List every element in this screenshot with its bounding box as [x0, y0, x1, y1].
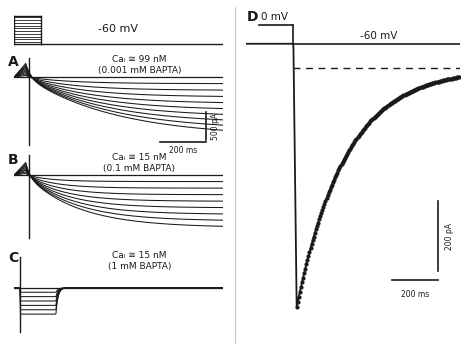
Text: -60 mV: -60 mV: [360, 31, 397, 41]
Text: A: A: [8, 55, 18, 69]
Text: Caᵢ ≅ 99 nM
(0.001 mM BAPTA): Caᵢ ≅ 99 nM (0.001 mM BAPTA): [98, 55, 181, 75]
Text: Caᵢ ≅ 15 nM
(1 mM BAPTA): Caᵢ ≅ 15 nM (1 mM BAPTA): [108, 251, 171, 271]
Text: B: B: [8, 153, 18, 167]
Text: C: C: [8, 251, 18, 265]
Text: D: D: [246, 10, 258, 25]
Text: 200 ms: 200 ms: [169, 146, 197, 155]
Text: 200 pA: 200 pA: [445, 223, 454, 250]
Text: 500 pA: 500 pA: [211, 112, 220, 140]
Text: Caᵢ ≅ 15 nM
(0.1 mM BAPTA): Caᵢ ≅ 15 nM (0.1 mM BAPTA): [103, 153, 175, 173]
Text: -60 mV: -60 mV: [99, 24, 138, 34]
Text: 200 ms: 200 ms: [401, 290, 429, 299]
Text: 0 mV: 0 mV: [262, 12, 288, 22]
